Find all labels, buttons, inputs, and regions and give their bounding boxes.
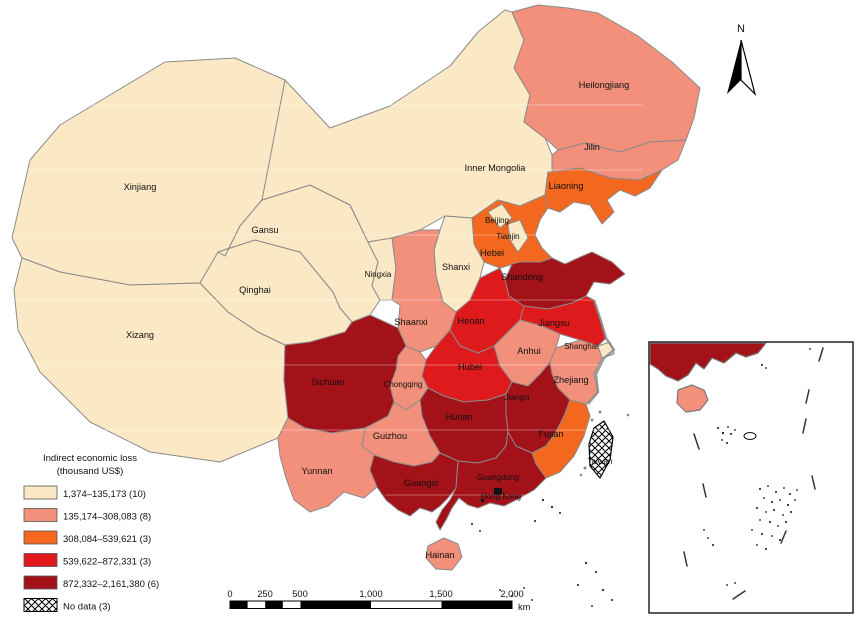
legend-label-class1: 1,374–135,173 (10) <box>63 489 146 500</box>
label-shaanxi: Shaanxi <box>394 317 427 327</box>
legend-title-line1: Indirect economic loss <box>43 453 137 464</box>
island-specks <box>470 498 614 607</box>
region-tianjin[interactable] <box>507 219 529 253</box>
north-arrow-label: N <box>737 23 745 35</box>
legend-swatch-class4 <box>23 553 58 567</box>
inset-atoll-ring <box>743 432 757 440</box>
region-hong-kong[interactable] <box>494 488 502 495</box>
legend-swatch-class1 <box>23 485 58 500</box>
label-ningxia: Ningxia <box>365 270 392 279</box>
scale-tick-2000: 2,000 <box>500 589 523 599</box>
label-jilin: Jilin <box>584 142 600 152</box>
region-liaoning[interactable] <box>544 167 663 225</box>
scale-tick-250: 250 <box>257 589 273 599</box>
label-shanxi: Shanxi <box>442 262 470 272</box>
scale-unit-label: km <box>518 602 531 612</box>
scale-bar-segment <box>300 601 371 609</box>
label-guangdong: Guangdong <box>477 473 519 482</box>
label-inner-mongolia: Inner Mongolia <box>465 163 527 173</box>
scale-tick-500: 500 <box>292 589 308 599</box>
region-guangdong[interactable] <box>435 431 547 531</box>
label-jiangxi: Jiangxi <box>505 393 530 402</box>
region-hainan[interactable] <box>425 537 463 571</box>
legend-label-class2: 135,174–308,083 (8) <box>63 512 151 523</box>
label-hebei: Hebei <box>480 248 504 258</box>
legend-title-line2: (thousand US$) <box>57 466 124 477</box>
legend-swatch-class3 <box>23 530 58 545</box>
legend-label-class5: 872,332–2,161,380 (6) <box>63 579 159 590</box>
legend-label-class3: 308,084–539,621 (3) <box>63 534 151 545</box>
label-hunan: Hunan <box>445 412 472 422</box>
legend-swatch-nodata <box>23 598 58 612</box>
north-arrow-left-half <box>727 40 741 94</box>
scale-tick-1000: 1,000 <box>359 589 382 599</box>
label-fujian: Fujian <box>538 429 563 439</box>
label-zhejiang: Zhejiang <box>553 375 588 385</box>
legend-label-nodata: No data (3) <box>63 602 111 613</box>
label-shanghai: Shanghai <box>564 342 598 351</box>
legend: Indirect economic loss (thousand US$) 1,… <box>23 453 159 613</box>
label-hainan: Hainan <box>425 550 454 560</box>
region-beijing[interactable] <box>487 203 513 229</box>
label-xizang: Xizang <box>126 330 154 340</box>
graticule <box>12 104 642 496</box>
legend-swatch-class5 <box>23 575 58 590</box>
label-liaoning: Liaoning <box>549 181 584 191</box>
north-arrow-right-half <box>740 39 757 96</box>
label-guizhou: Guizhou <box>373 431 407 441</box>
label-hubei: Hubei <box>458 362 482 372</box>
label-henan: Henan <box>457 316 484 326</box>
scale-bar-segment <box>230 601 248 609</box>
label-heilongjiang: Heilongjiang <box>579 80 630 90</box>
legend-label-class4: 539,622–872,331 (3) <box>63 557 151 568</box>
inset-mainland-coast <box>649 342 767 382</box>
north-arrow: N <box>727 23 757 96</box>
label-xinjiang: Xinjiang <box>124 182 157 192</box>
label-jiangsu: Jiangsu <box>538 318 570 328</box>
label-shandong: Shandong <box>501 272 543 282</box>
label-tianjin: Tianjin <box>496 232 519 241</box>
scale-tick-0: 0 <box>227 589 232 599</box>
scale-bar: 0 250 500 1,000 1,500 2,000 km <box>227 589 530 612</box>
label-guangxi: Guangxi <box>404 478 438 488</box>
region-guangxi[interactable] <box>369 452 459 517</box>
label-sichuan: Sichuan <box>311 377 344 387</box>
scale-tick-1500: 1,500 <box>429 589 452 599</box>
label-gansu: Gansu <box>251 225 278 235</box>
label-anhui: Anhui <box>517 346 541 356</box>
label-qinghai: Qinghai <box>239 285 271 295</box>
coastline-detail <box>579 299 630 477</box>
south-china-sea-inset <box>648 341 854 614</box>
legend-swatch-class2 <box>23 508 58 522</box>
province-labels: Xinjiang Xizang Qinghai Gansu Inner Mong… <box>124 80 630 560</box>
scale-bar-segment <box>441 601 512 609</box>
region-heilongjiang[interactable] <box>511 4 701 153</box>
region-yunnan[interactable] <box>277 417 378 513</box>
label-hong-kong: Hong Kong <box>481 492 521 501</box>
label-taiwan: Taiwan <box>588 457 613 466</box>
region-shandong[interactable] <box>504 251 626 310</box>
label-beijing: Beijing <box>485 216 509 225</box>
label-chongqing: Chongqing <box>384 380 423 389</box>
region-taiwan[interactable] <box>588 420 614 479</box>
scale-bar-segment <box>265 601 283 609</box>
label-yunnan: Yunnan <box>301 466 332 476</box>
macau-area <box>481 499 484 502</box>
inset-hainan-island <box>676 384 709 413</box>
inset-dash-lines <box>683 347 824 600</box>
province-layer <box>11 4 701 571</box>
inset-island-dots <box>703 348 811 586</box>
inset-frame <box>648 341 854 614</box>
